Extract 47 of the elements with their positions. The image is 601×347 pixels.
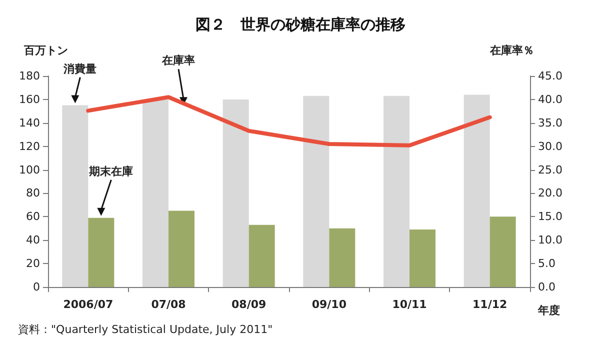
y-tick-label: 140 <box>19 116 40 130</box>
y2-axis-title: 在庫率％ <box>489 44 534 57</box>
bar <box>62 105 88 287</box>
text: 在庫率 <box>161 54 195 68</box>
y2-tick-label: 10.0 <box>538 234 562 247</box>
y-tick-label: 20 <box>26 257 40 270</box>
bar <box>384 96 410 287</box>
y2-tick-label: 25.0 <box>538 163 562 176</box>
bar <box>490 216 516 287</box>
y-tick-label: 100 <box>19 163 40 176</box>
y2-tick-label: 45.0 <box>538 70 562 82</box>
y2-tick-label: 0.0 <box>538 280 556 294</box>
bar <box>248 224 275 287</box>
y-tick-label: 160 <box>19 92 40 106</box>
y-tick-label: 120 <box>19 140 40 153</box>
y2-tick-label: 30.0 <box>538 140 562 153</box>
line-series <box>86 95 492 148</box>
bar <box>303 96 330 287</box>
x-tick-label: 09/10 <box>312 298 347 311</box>
y-tick-label: 180 <box>19 70 40 82</box>
y2-tick-label: 5.0 <box>538 257 556 270</box>
bar <box>168 210 194 287</box>
text: 消費量 <box>62 62 97 76</box>
bar <box>222 99 249 287</box>
x-tick-label: 2006/07 <box>63 298 114 311</box>
bar <box>88 218 114 287</box>
y2-tick-label: 20.0 <box>538 186 562 200</box>
y-tick-label: 60 <box>26 210 40 224</box>
x-axis-title: 年度 <box>537 304 560 317</box>
y-tick-label: 0 <box>33 280 40 294</box>
y2-tick-label: 40.0 <box>538 92 562 106</box>
x-tick-label: 07/08 <box>151 298 186 311</box>
x-tick-label: 11/12 <box>472 298 508 311</box>
x-tick-label: 10/11 <box>392 298 427 311</box>
y-tick-label: 40 <box>26 234 40 247</box>
bar <box>329 228 356 287</box>
text: 資料："Quarterly Statistical Update, July 2011" <box>18 323 273 336</box>
y-tick-label: 80 <box>26 186 40 200</box>
x-tick-label: 08/09 <box>232 298 266 311</box>
text: 期末在庫 <box>88 164 134 178</box>
bar <box>464 94 490 287</box>
y-axis-title: 百万トン <box>23 44 68 57</box>
y2-tick-label: 15.0 <box>538 210 562 224</box>
bar <box>142 99 168 287</box>
y2-tick-label: 35.0 <box>538 116 562 130</box>
chart-title: 図２ 世界の砂糖在庫率の推移 <box>196 16 406 34</box>
bar <box>410 230 436 287</box>
